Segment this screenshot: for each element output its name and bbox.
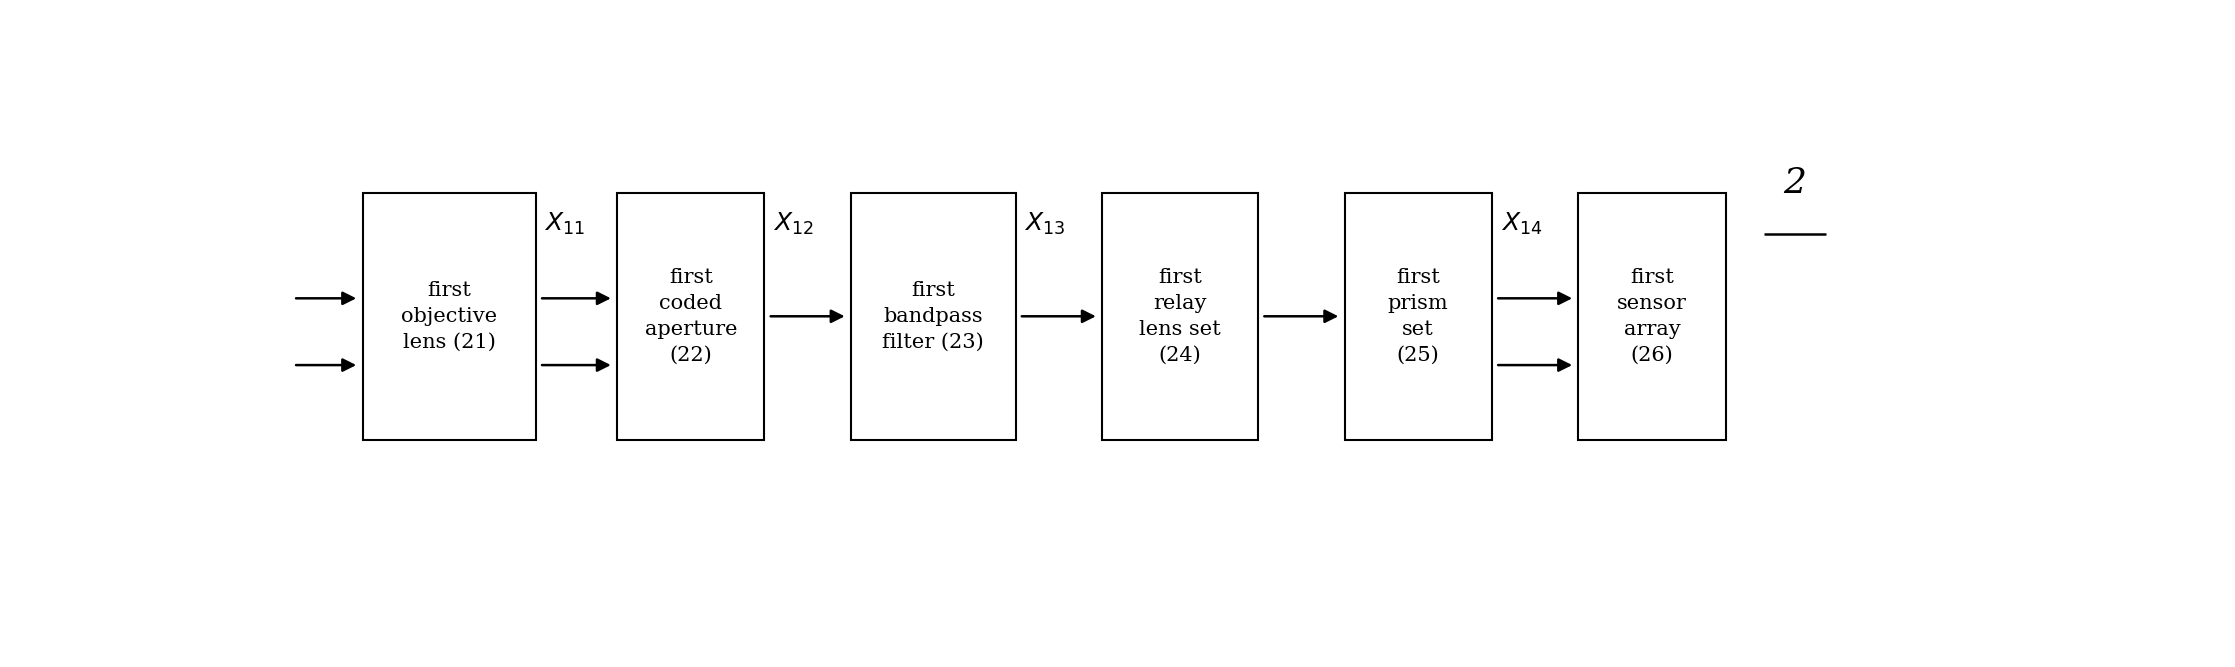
Bar (617, 193, 764, 440)
Text: $X_{13}$: $X_{13}$ (1024, 211, 1066, 237)
Bar (1578, 193, 1725, 440)
Text: $X_{12}$: $X_{12}$ (773, 211, 814, 237)
Text: first
coded
aperture
(22): first coded aperture (22) (644, 268, 738, 364)
Text: first
prism
set
(25): first prism set (25) (1388, 268, 1448, 364)
Text: first
relay
lens set
(24): first relay lens set (24) (1140, 268, 1220, 364)
Bar (362, 193, 536, 440)
Text: first
bandpass
filter (23): first bandpass filter (23) (883, 281, 983, 352)
Text: 2: 2 (1784, 166, 1806, 199)
Bar (852, 193, 1015, 440)
Text: first
sensor
array
(26): first sensor array (26) (1618, 268, 1687, 364)
Bar (1345, 193, 1493, 440)
Bar (1102, 193, 1258, 440)
Text: first
objective
lens (21): first objective lens (21) (400, 281, 496, 352)
Text: $X_{14}$: $X_{14}$ (1500, 211, 1542, 237)
Text: $X_{11}$: $X_{11}$ (545, 211, 586, 237)
